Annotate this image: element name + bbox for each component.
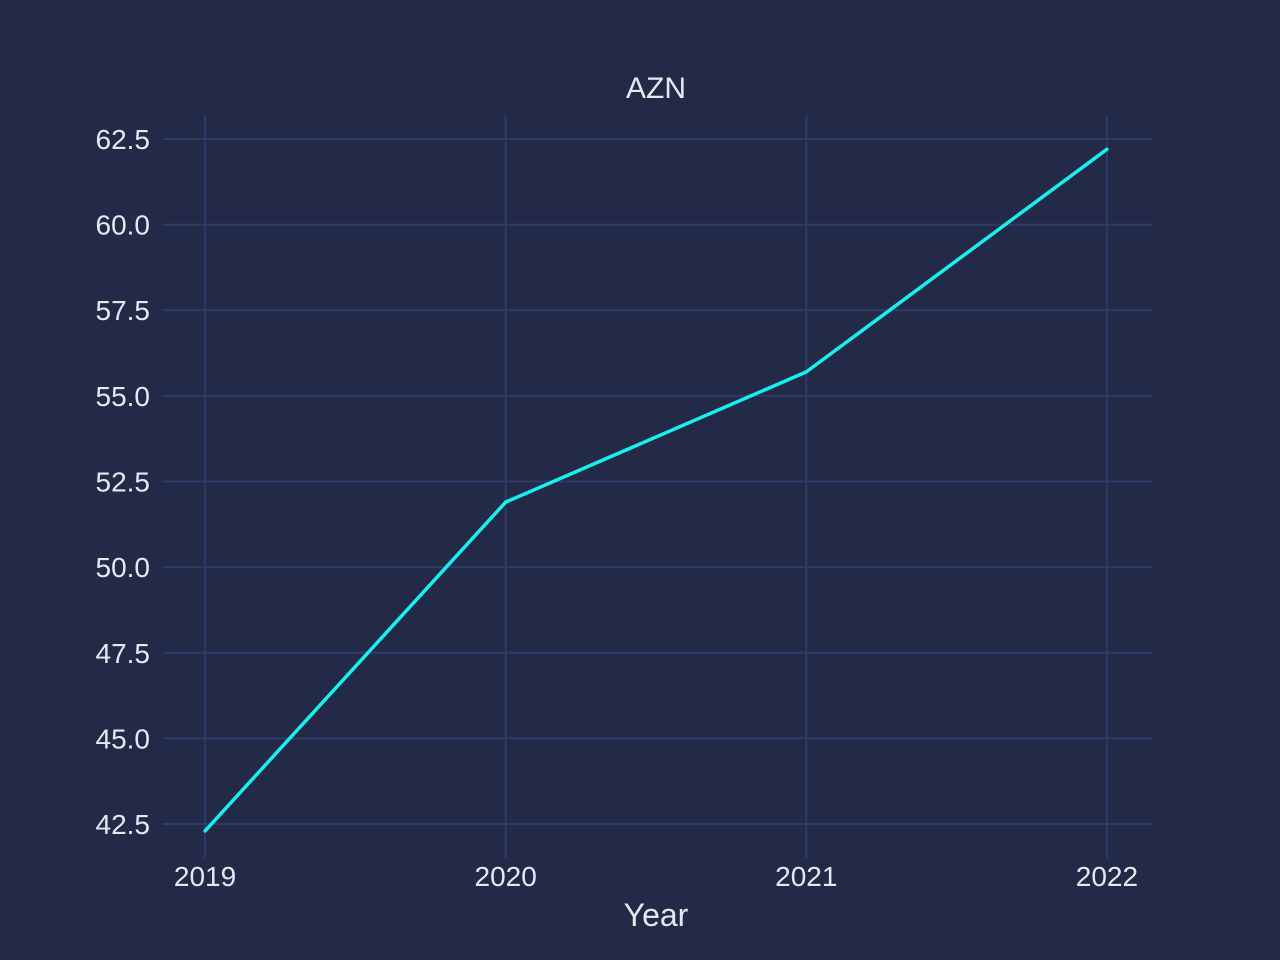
data-point <box>804 370 808 374</box>
series-layer <box>203 147 1109 833</box>
x-tick-label: 2020 <box>475 861 537 892</box>
y-tick-label: 45.0 <box>96 723 151 754</box>
y-tick-label: 62.5 <box>96 124 151 155</box>
y-tick-label: 57.5 <box>96 295 151 326</box>
x-axis-ticks: 2019 2020 2021 2022 <box>174 861 1138 892</box>
data-point <box>504 500 508 504</box>
x-tick-label: 2021 <box>775 861 837 892</box>
y-tick-label: 52.5 <box>96 467 151 498</box>
chart-title: AZN <box>626 72 686 105</box>
y-tick-label: 42.5 <box>96 809 151 840</box>
x-axis-label: Year <box>624 897 689 933</box>
data-point <box>1105 147 1109 151</box>
y-tick-label: 60.0 <box>96 210 151 241</box>
y-tick-label: 50.0 <box>96 552 151 583</box>
y-axis-ticks: 42.5 45.0 47.5 50.0 52.5 55.0 57.5 60.0 62.5 <box>96 124 151 840</box>
x-tick-label: 2022 <box>1076 861 1138 892</box>
y-tick-label: 47.5 <box>96 638 151 669</box>
x-tick-label: 2019 <box>174 861 236 892</box>
grid-lines <box>163 115 1152 858</box>
y-tick-label: 55.0 <box>96 381 151 412</box>
series-line <box>203 147 1109 833</box>
data-point <box>203 829 207 833</box>
